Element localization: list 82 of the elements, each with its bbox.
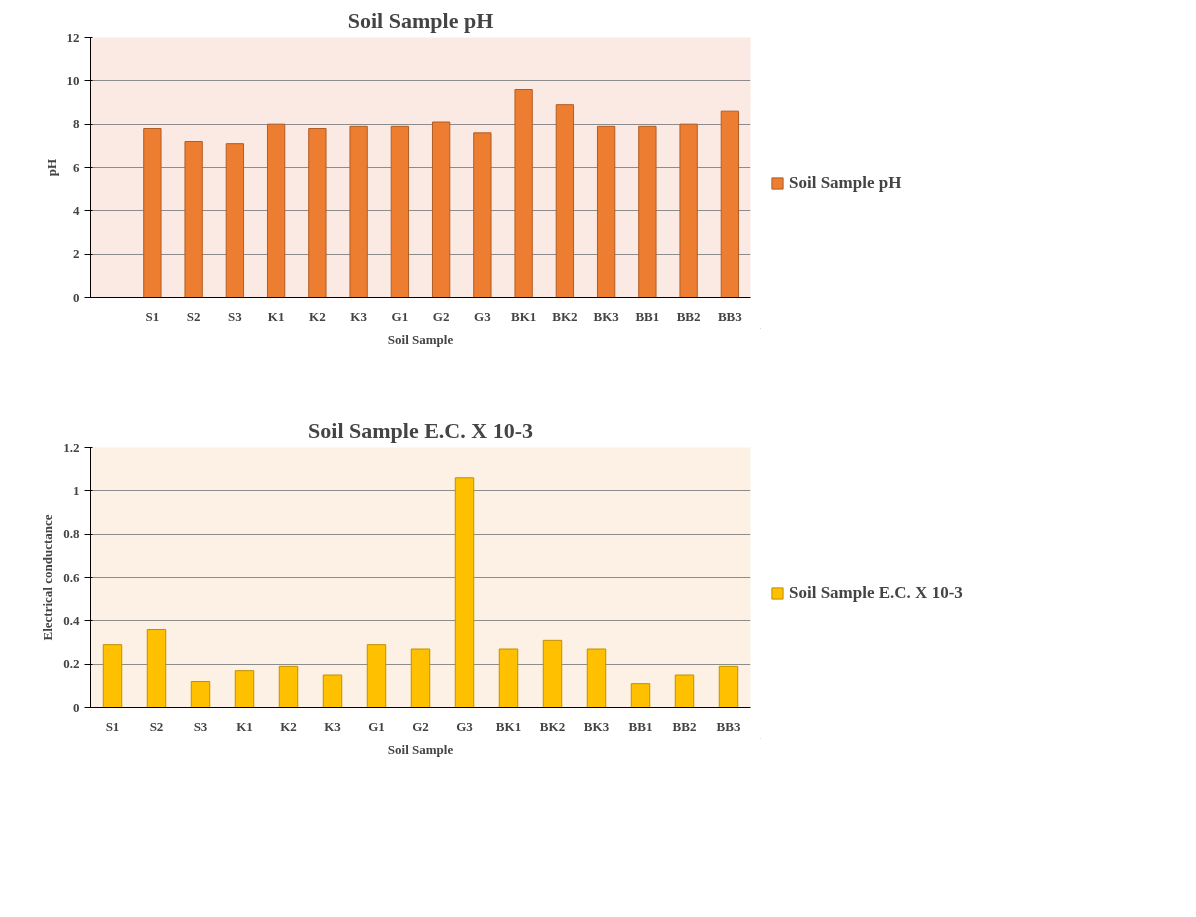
y-tick-label: 6: [73, 159, 80, 175]
x-tick-label: BB3: [716, 718, 741, 734]
bar: [555, 104, 575, 298]
x-axis-title: Soil Sample: [387, 741, 454, 757]
bar: [638, 125, 657, 298]
x-tick-label: G2: [432, 308, 450, 324]
bar: [542, 639, 563, 708]
legend-label: Soil Sample E.C. X 10-3: [789, 582, 963, 603]
x-tick-label: G1: [391, 308, 409, 324]
y-axis-title: Electrical conductance: [40, 514, 56, 641]
bar: [431, 121, 451, 298]
x-tick-label: BB1: [628, 718, 653, 734]
y-tick-label: 1.2: [63, 439, 80, 455]
bar: [390, 125, 410, 298]
x-tick-label: BK1: [495, 718, 522, 734]
y-tick-label: 0.4: [63, 612, 80, 628]
bar: [410, 648, 431, 708]
y-tick-label: 0: [73, 289, 80, 305]
x-tick-label: S2: [149, 718, 164, 734]
bar: [349, 125, 368, 298]
x-tick-label: BK2: [539, 718, 566, 734]
bar: [266, 123, 286, 298]
y-tick-label: 2: [73, 246, 80, 262]
x-tick-label: BB2: [676, 308, 701, 324]
bar: [184, 141, 203, 298]
y-tick-label: 12: [66, 29, 80, 45]
y-tick-label: 0.8: [63, 526, 80, 542]
bar: [190, 681, 211, 708]
x-tick-label: BK2: [552, 308, 578, 324]
bar: [630, 683, 651, 708]
y-tick-label: 0.2: [63, 656, 80, 672]
y-tick-label: 0: [73, 699, 80, 715]
y-tick-label: 1: [73, 482, 80, 498]
x-tick-label: K3: [350, 308, 368, 324]
bar: [225, 143, 245, 298]
y-tick-label: 0.6: [63, 569, 80, 585]
bar: [454, 477, 475, 708]
legend-label: Soil Sample pH: [789, 172, 902, 193]
x-tick-label: S2: [186, 308, 201, 324]
bar: [322, 674, 343, 708]
x-tick-label: G2: [412, 718, 429, 734]
x-tick-label: BB3: [717, 308, 743, 324]
x-tick-label: S1: [105, 718, 120, 734]
x-tick-label: G3: [456, 718, 474, 734]
bar: [278, 665, 299, 708]
bar: [596, 125, 616, 298]
x-tick-label: K3: [324, 718, 342, 734]
bar: [366, 644, 387, 708]
x-tick-label: K1: [236, 718, 253, 734]
bar: [308, 128, 327, 298]
x-tick-label: S1: [145, 308, 160, 324]
chart-title: Soil Sample pH: [347, 7, 494, 33]
x-tick-label: BB2: [672, 718, 697, 734]
bar: [718, 665, 739, 708]
y-tick-label: 10: [66, 72, 80, 88]
bar: [143, 128, 162, 298]
x-tick-label: BK3: [593, 308, 620, 324]
x-tick-label: S3: [228, 308, 243, 324]
bar: [473, 132, 492, 298]
bar: [720, 110, 740, 298]
bar: [679, 123, 698, 298]
x-tick-label: BK1: [510, 308, 537, 324]
x-tick-label: G3: [474, 308, 492, 324]
x-tick-label: K2: [280, 718, 297, 734]
y-tick-label: 8: [73, 116, 80, 132]
bar: [674, 674, 695, 708]
bar: [586, 648, 607, 708]
x-tick-label: G1: [368, 718, 385, 734]
bar: [514, 89, 533, 298]
bar: [498, 648, 519, 708]
bar: [102, 644, 123, 708]
x-tick-label: K2: [309, 308, 326, 324]
chart-title: Soil Sample E.C. X 10-3: [308, 417, 533, 443]
bar: [234, 670, 255, 708]
y-axis-title: pH: [43, 158, 59, 177]
y-tick-label: 4: [73, 202, 80, 218]
x-tick-label: BB1: [635, 308, 660, 324]
x-tick-label: BK3: [583, 718, 610, 734]
x-axis-title: Soil Sample: [387, 331, 454, 347]
bar: [146, 629, 167, 708]
x-tick-label: S3: [193, 718, 208, 734]
x-tick-label: K1: [267, 308, 285, 324]
